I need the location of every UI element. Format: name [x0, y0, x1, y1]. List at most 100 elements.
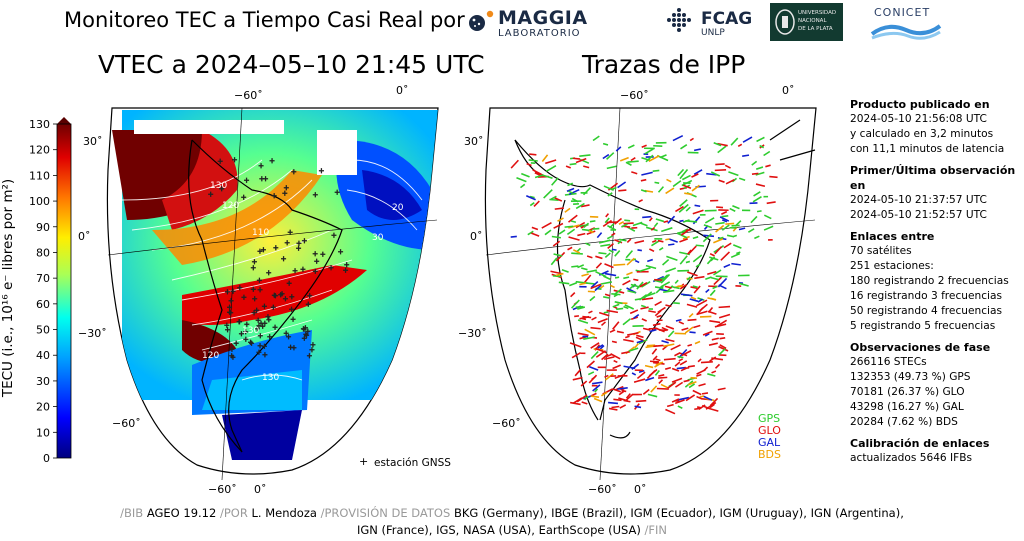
ipp-track — [709, 403, 715, 409]
ipp-track — [600, 281, 613, 285]
colorbar-tick-label: 10 — [36, 426, 50, 439]
ipp-track — [603, 185, 614, 191]
ipp-track — [626, 257, 635, 266]
ipp-track — [614, 250, 621, 257]
ipp-track — [617, 181, 627, 189]
ipp-track — [570, 401, 581, 406]
ipp-track — [692, 236, 699, 240]
ipp-track — [655, 218, 665, 223]
ipp-track — [603, 311, 609, 314]
ipp-track — [614, 217, 623, 225]
ipp-track — [694, 204, 701, 208]
ipp-track — [568, 214, 578, 223]
ipp-track — [552, 240, 561, 247]
info-line: y calculado en 3,2 minutos — [850, 128, 994, 140]
ipp-track — [690, 296, 697, 300]
ipp-track — [648, 155, 660, 163]
ipp-track — [651, 240, 660, 247]
ipp-track — [756, 210, 762, 213]
colorbar-tick-label: 70 — [36, 272, 50, 285]
info-line: con 11,1 minutos de latencia — [850, 143, 1005, 155]
ipp-track — [680, 228, 691, 236]
ipp-track — [554, 207, 564, 210]
ipp-track — [646, 292, 656, 297]
ipp-track — [569, 342, 582, 348]
ipp-track — [604, 263, 614, 269]
gnss-station-marker: + — [334, 188, 340, 196]
ipp-track — [577, 232, 586, 237]
contour-label: 110 — [252, 228, 269, 238]
ipp-track — [766, 201, 776, 205]
ipp-track — [581, 401, 588, 405]
gnss-station-marker: + — [286, 280, 292, 288]
gnss-station-marker: + — [312, 267, 318, 275]
ipp-track — [636, 334, 644, 339]
gnss-station-marker: + — [343, 267, 349, 275]
colorbar-overflow-triangle — [57, 117, 71, 124]
gnss-station-marker: + — [287, 229, 293, 237]
gnss-stations: ++++++++++++++++++++++++++++++++++++++++… — [207, 156, 350, 362]
ipp-track — [638, 199, 643, 203]
ipp-track — [558, 281, 570, 285]
gnss-station-marker: + — [217, 157, 223, 165]
ipp-track — [582, 315, 592, 319]
lon-label: 0˚ — [396, 84, 409, 97]
ipp-track — [689, 137, 694, 142]
ipp-track — [639, 281, 648, 288]
ipp-track — [571, 351, 582, 359]
ipp-track — [674, 381, 684, 388]
ipp-track — [614, 301, 623, 305]
ipp-track — [636, 339, 644, 344]
ipp-track — [681, 174, 691, 181]
ipp-track — [558, 229, 566, 235]
ipp-track — [664, 285, 672, 289]
ipp-track — [592, 135, 600, 142]
ipp-track — [625, 161, 632, 166]
contour-label: 120 — [222, 201, 239, 211]
ipp-track — [581, 267, 588, 271]
ipp-track — [679, 219, 684, 223]
ipp-track — [557, 217, 564, 222]
ipp-track — [612, 364, 621, 370]
gnss-station-marker: + — [258, 162, 264, 170]
gnss-station-marker: + — [291, 168, 297, 176]
ipp-track — [566, 228, 576, 235]
ipp-track — [521, 172, 530, 178]
info-line: 70 satélites — [850, 245, 912, 257]
ipp-track — [592, 384, 601, 392]
ipp-track — [696, 373, 702, 377]
ipp-track — [589, 220, 596, 223]
ipp-track — [529, 153, 537, 156]
ipp-track — [707, 307, 714, 313]
ipp-track — [639, 222, 648, 227]
gnss-station-marker: + — [227, 309, 233, 317]
vtec-map-svg: ++++++++++++++++++++++++++++++++++++++++… — [106, 107, 451, 481]
ipp-track — [709, 289, 716, 297]
ipp-track — [642, 327, 651, 331]
ipp-track — [688, 313, 694, 318]
ipp-track — [751, 160, 758, 166]
ipp-track — [658, 376, 668, 379]
ipp-track — [677, 355, 684, 359]
ipp-track — [728, 171, 739, 177]
lon-label: 0˚ — [782, 84, 795, 97]
ipp-track — [553, 222, 564, 229]
ipp-track — [714, 363, 721, 369]
ipp-track — [714, 323, 727, 328]
ipp-track — [709, 356, 717, 362]
ipp-track — [721, 224, 730, 231]
ipp-track — [671, 367, 680, 372]
ipp-track — [611, 248, 617, 251]
ipp-track — [604, 217, 610, 224]
gnss-station-marker: + — [257, 332, 263, 340]
ipp-track — [569, 162, 577, 166]
ipp-track — [571, 252, 583, 255]
ipp-track — [631, 171, 638, 175]
ipp-track — [710, 171, 721, 177]
ipp-track — [733, 244, 742, 249]
ipp-track — [681, 350, 692, 357]
ipp-track — [617, 240, 622, 245]
footer-value: L. Mendoza — [251, 506, 317, 520]
ipp-track — [636, 371, 646, 380]
